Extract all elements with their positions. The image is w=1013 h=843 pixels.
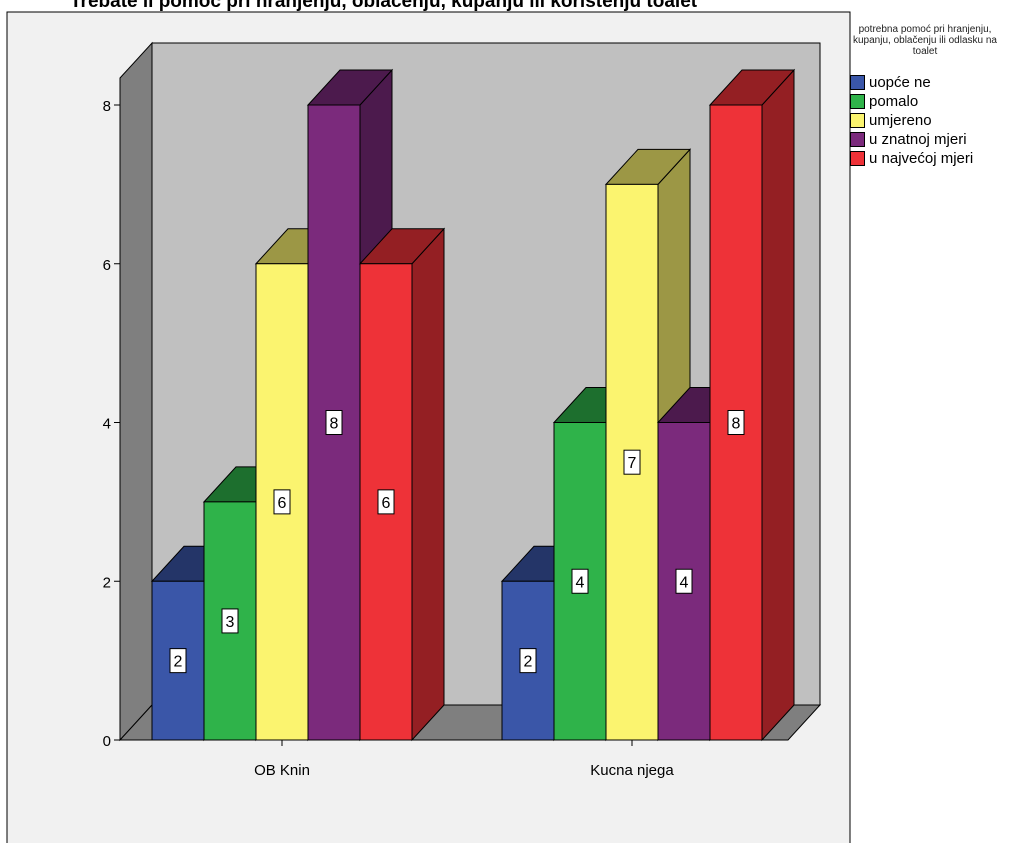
bar xyxy=(708,68,796,742)
data-label-box xyxy=(623,449,641,475)
legend-label: u najvećoj mjeri xyxy=(869,150,974,167)
y-tick-label: 0 xyxy=(103,733,111,750)
legend-item: pomalo xyxy=(850,92,1013,111)
side-wall xyxy=(119,41,153,742)
legend-item: u znatnoj mjeri xyxy=(850,130,1013,149)
data-label-text: 2 xyxy=(174,654,183,671)
legend-item: uopće ne xyxy=(850,73,1013,92)
x-tick-label: Kucna njega xyxy=(590,762,674,779)
legend-items: uopće ne pomalo umjereno u znatnoj mjeri u n… xyxy=(850,73,1013,168)
data-label: 2 xyxy=(519,648,537,674)
chart-title: Trebate li pomoć pri hranjenju, oblačenj… xyxy=(70,0,698,12)
y-tick-label: 2 xyxy=(103,574,111,591)
data-label-box xyxy=(571,568,589,594)
data-label-box xyxy=(519,648,537,674)
legend-swatch xyxy=(850,151,865,166)
legend-swatch xyxy=(850,113,865,128)
data-label-box xyxy=(727,410,745,435)
legend-label: u znatnoj mjeri xyxy=(869,131,967,148)
data-label: 3 xyxy=(221,608,239,634)
data-label-box xyxy=(377,489,395,515)
data-label-text: 4 xyxy=(576,574,585,591)
data-label-box xyxy=(325,410,343,435)
data-label: 2 xyxy=(169,648,187,674)
legend-swatch xyxy=(850,94,865,109)
bar-side xyxy=(761,68,795,742)
legend-item: umjereno xyxy=(850,111,1013,130)
legend-label: pomalo xyxy=(869,93,919,110)
legend-label: uopće ne xyxy=(869,74,931,91)
legend-swatch xyxy=(850,75,865,90)
data-label: 6 xyxy=(377,489,395,515)
legend-title: potrebna pomoć pri hranjenju, kupanju, o… xyxy=(853,24,997,57)
legend-label: umjereno xyxy=(869,112,932,129)
data-label-text: 6 xyxy=(382,495,391,512)
data-label: 7 xyxy=(623,449,641,475)
bar xyxy=(358,227,446,742)
y-tick-label: 6 xyxy=(103,257,111,274)
data-label-box xyxy=(675,568,693,594)
data-label-text: 8 xyxy=(732,416,741,433)
legend-swatch xyxy=(850,132,865,147)
data-label: 8 xyxy=(325,410,343,435)
data-label-text: 8 xyxy=(330,416,339,433)
data-label-box xyxy=(221,608,239,634)
bar-side xyxy=(411,227,445,742)
x-tick-label: OB Knin xyxy=(254,762,310,779)
y-tick-label: 4 xyxy=(103,416,111,433)
data-label: 8 xyxy=(727,410,745,435)
data-label-text: 7 xyxy=(628,455,637,472)
data-label-text: 6 xyxy=(278,495,287,512)
data-label: 4 xyxy=(571,568,589,594)
data-label-box xyxy=(169,648,187,674)
data-label-text: 3 xyxy=(226,614,235,631)
bars xyxy=(150,68,796,742)
data-label-box xyxy=(273,489,291,515)
data-label-text: 2 xyxy=(524,654,533,671)
y-tick-label: 8 xyxy=(103,98,111,115)
data-label: 4 xyxy=(675,568,693,594)
legend-item: u najvećoj mjeri xyxy=(850,149,1013,168)
data-label-text: 4 xyxy=(680,574,689,591)
legend: potrebna pomoć pri hranjenju, kupanju, o… xyxy=(850,24,1013,168)
data-label: 6 xyxy=(273,489,291,515)
data-labels: 2 3 6 8 6 2 4 7 4 8 xyxy=(169,410,745,674)
